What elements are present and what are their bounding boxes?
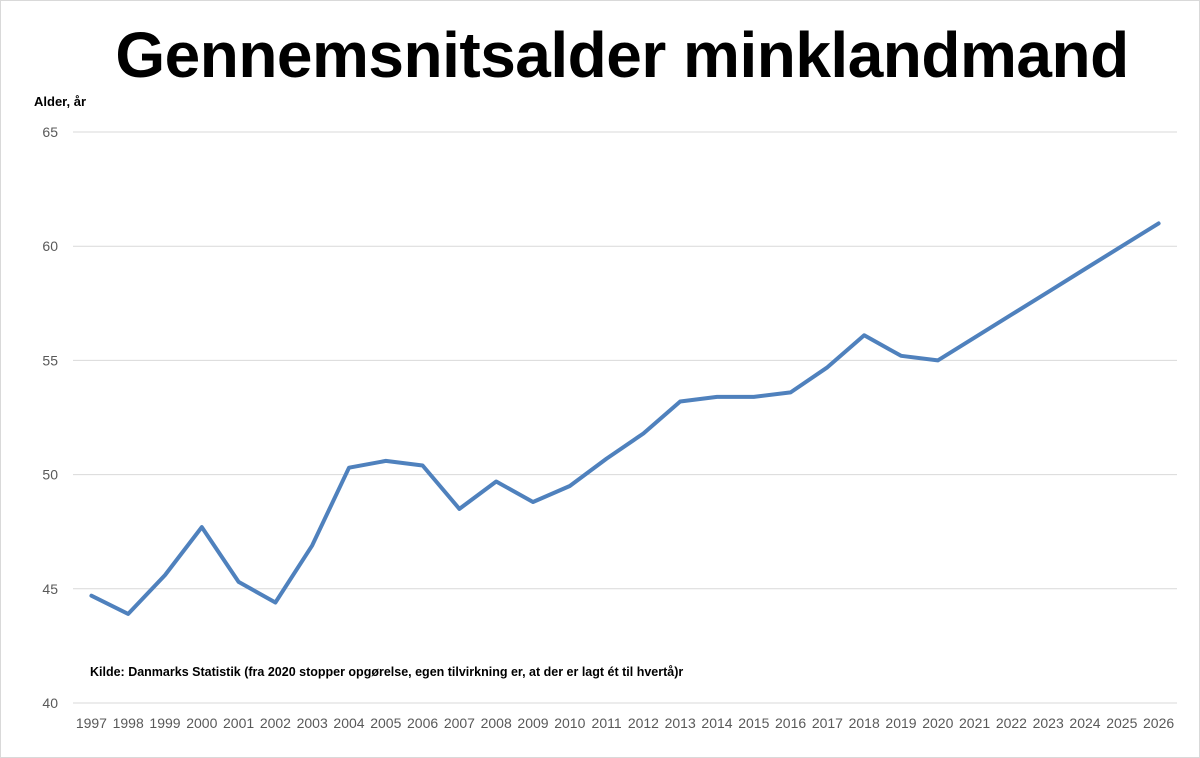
gridlines [73,131,1177,704]
x-tick-label: 2010 [554,715,585,731]
x-tick-labels: 1997 1998 1999 2000 2001 2002 2003 2004 2005 2006… [76,715,1175,731]
series-lines [89,221,1161,616]
y-tick-label: 50 [42,467,58,483]
x-tick-label: 2003 [297,715,328,731]
x-tick-label: 2017 [812,715,843,731]
x-tick-label: 2025 [1106,715,1137,731]
x-tick-label: 2026 [1143,715,1174,731]
x-tick-label: 2001 [223,715,254,731]
y-tick-label: 40 [42,695,58,711]
chart-title: Gennemsnitsalder minklandmand [115,19,1129,91]
x-tick-label: 2015 [738,715,769,731]
x-tick-label: 2011 [592,715,622,731]
x-tick-label: 2002 [260,715,291,731]
y-axis-label: Alder, år [34,94,87,109]
x-tick-label: 2016 [775,715,806,731]
x-tick-label: 2024 [1069,715,1100,731]
y-tick-label: 65 [42,124,58,140]
y-tick-label: 55 [42,352,58,368]
x-tick-label: 2008 [481,715,512,731]
x-tick-label: 2006 [407,715,438,731]
x-tick-label: 2014 [701,715,732,731]
x-tick-label: 1997 [76,715,107,731]
x-tick-label: 2007 [444,715,475,731]
x-tick-label: 1999 [149,715,180,731]
series-line-0 [89,221,1161,616]
x-tick-label: 2012 [628,715,659,731]
x-tick-label: 2000 [186,715,217,731]
y-tick-labels: 40 45 50 55 60 65 [42,124,58,711]
x-tick-label: 2013 [665,715,696,731]
x-tick-label: 2023 [1033,715,1064,731]
x-tick-label: 1998 [113,715,144,731]
source-note: Kilde: Danmarks Statistik (fra 2020 stop… [90,665,684,679]
x-tick-label: 2022 [996,715,1027,731]
x-tick-label: 2018 [849,715,880,731]
x-tick-label: 2009 [517,715,548,731]
x-tick-label: 2021 [959,715,990,731]
x-tick-label: 2019 [885,715,916,731]
x-tick-label: 2004 [333,715,364,731]
x-tick-label: 2005 [370,715,401,731]
x-tick-label: 2020 [922,715,953,731]
y-tick-label: 60 [42,238,58,254]
y-tick-label: 45 [42,581,58,597]
